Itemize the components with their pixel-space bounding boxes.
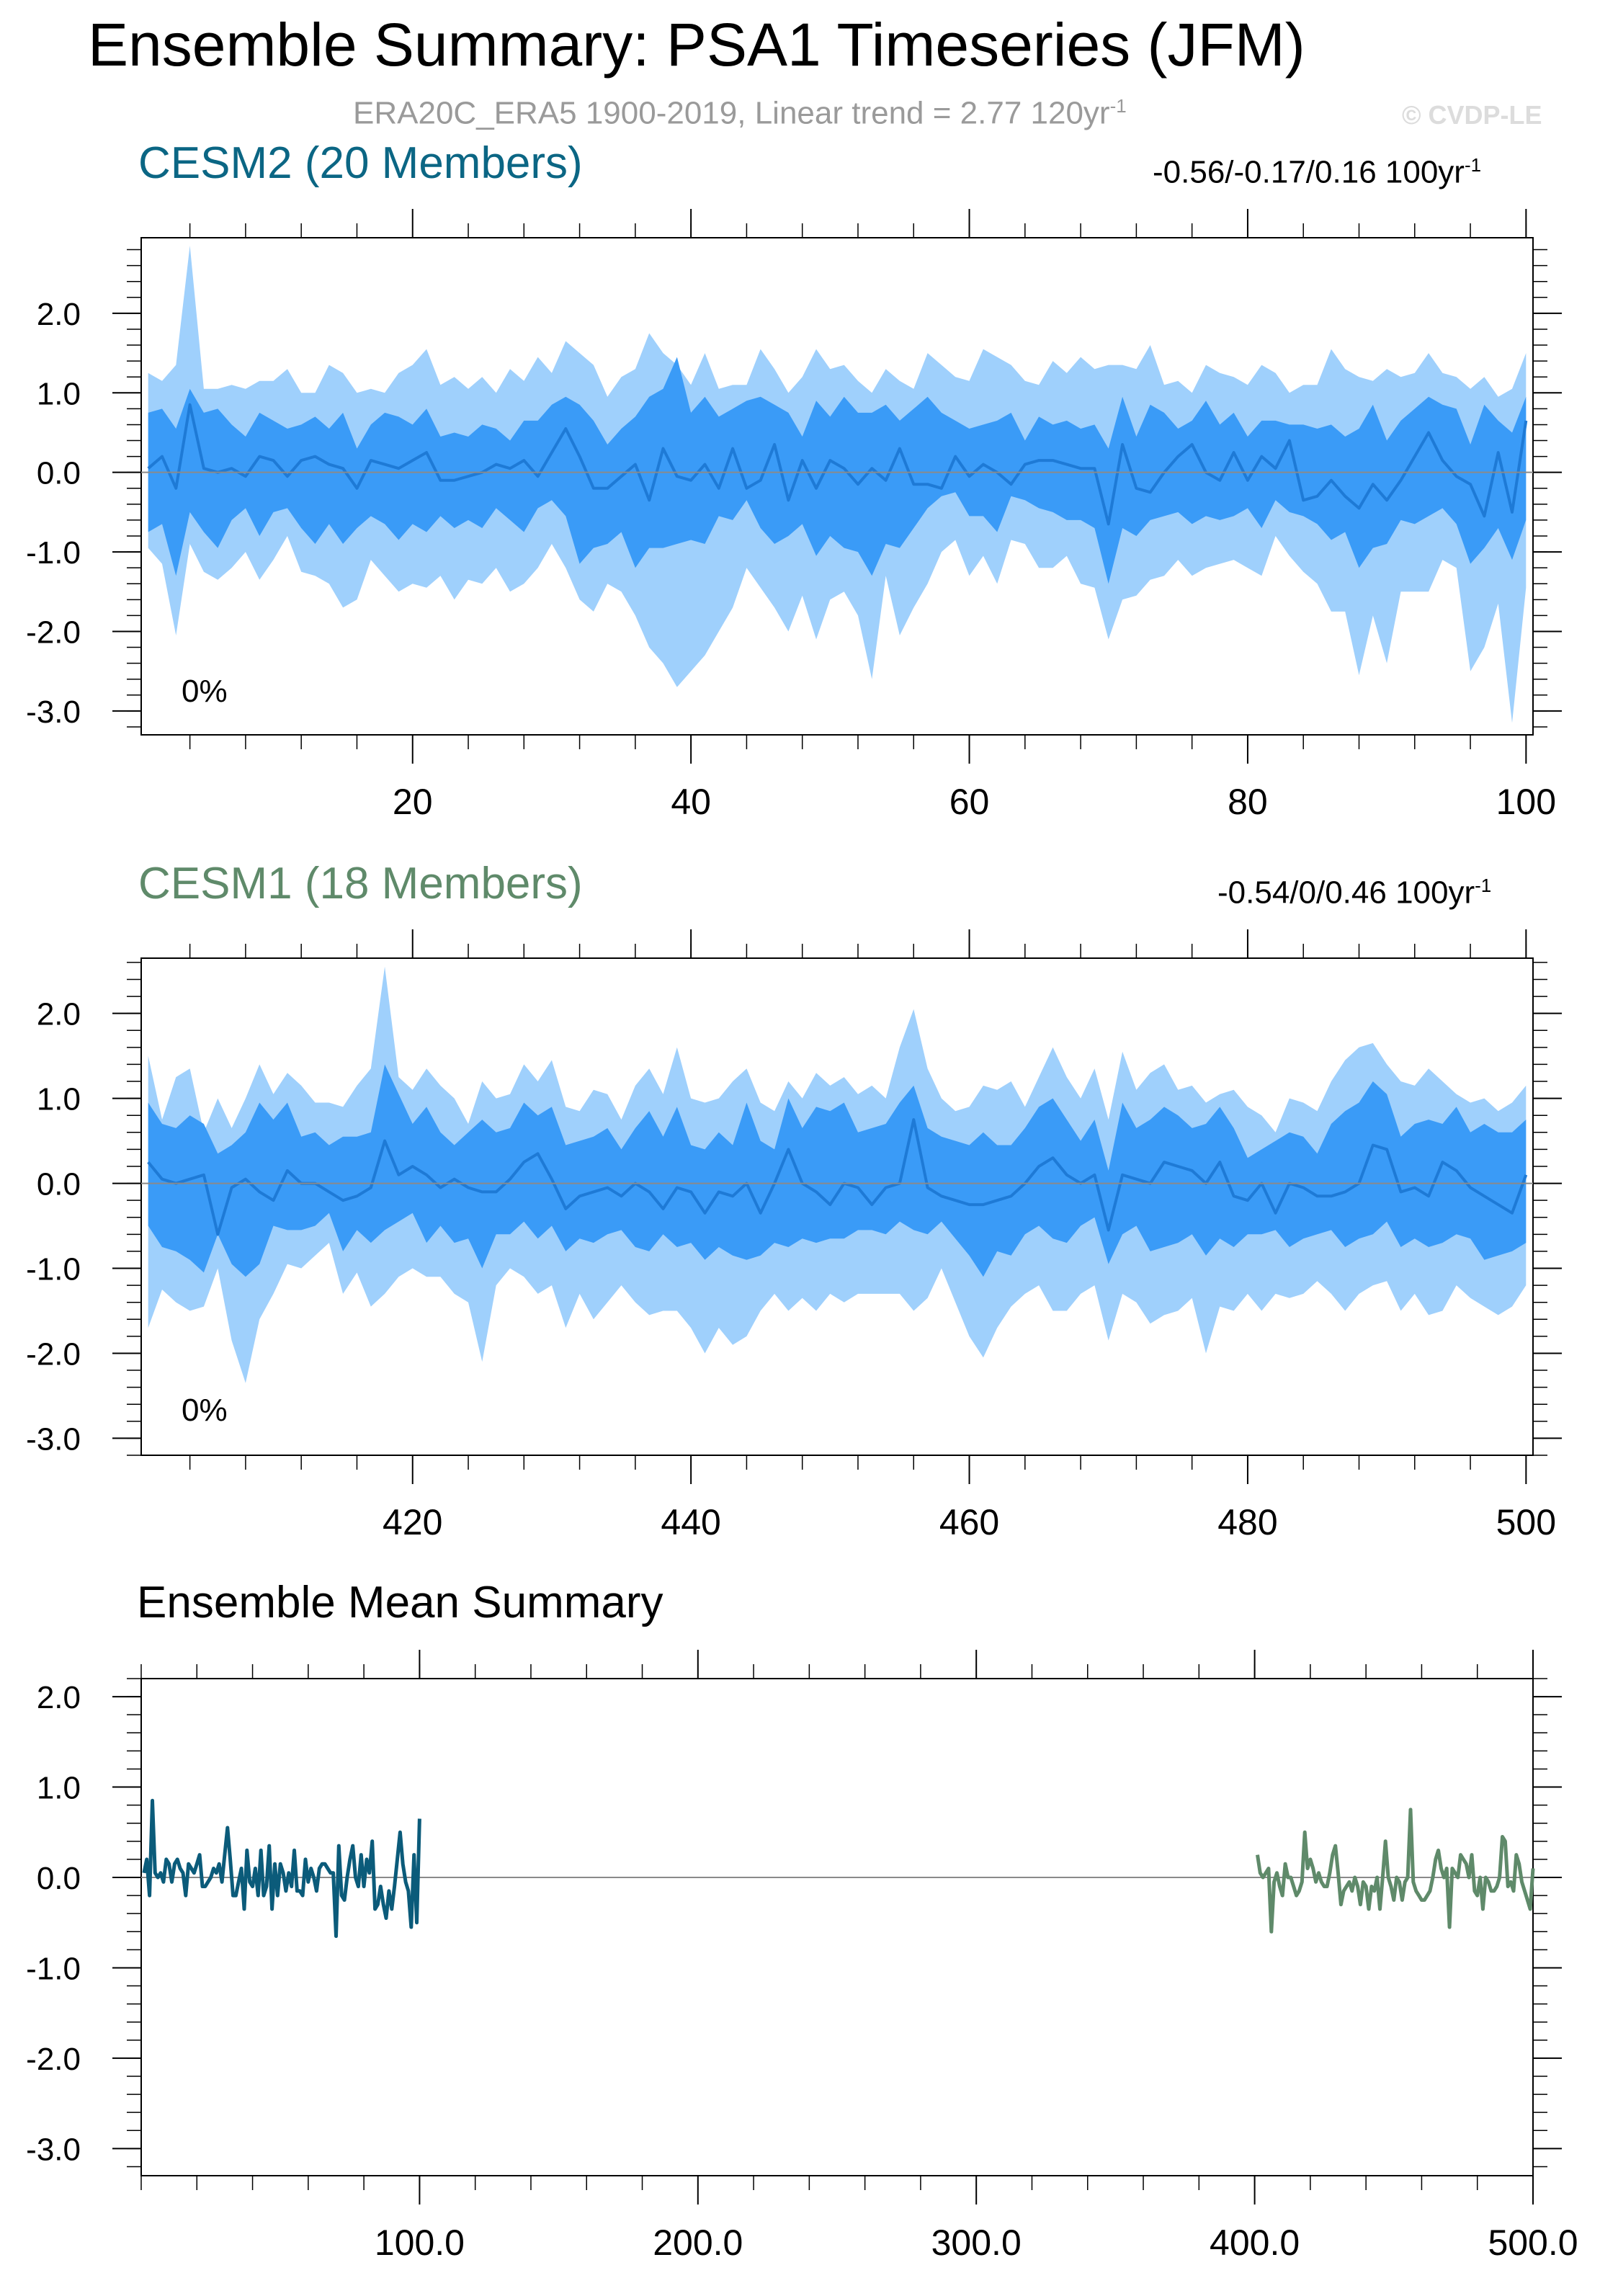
x-tick-label: 400.0 [1210,2223,1300,2263]
panel-1-plot [147,246,1528,723]
panel-1-frame [140,237,1534,736]
x-tick-label: 500.0 [1488,2223,1578,2263]
panel-2-trend: -0.54/0/0.46 100yr-1 [1217,876,1491,909]
x-tick-label: 20 [393,782,433,822]
panel-3-title: Ensemble Mean Summary [137,1578,663,1627]
y-tick-label: 0.0 [37,456,81,491]
spread-10-90-band [148,357,1527,584]
x-tick-label: 460 [939,1502,999,1542]
y-tick-label: -1.0 [26,1951,81,1986]
panel-2-trend-exp: -1 [1475,875,1492,896]
cesm1-mean-series [1256,1808,1535,1934]
y-tick-label: 1.0 [37,376,81,411]
y-tick-label: -2.0 [26,1336,81,1372]
y-tick-label: -1.0 [26,535,81,571]
y-tick-label: 1.0 [37,1082,81,1117]
spread-10-90-band [148,1064,1527,1277]
panel-1-percent: 0% [182,674,228,709]
x-tick-label: 100 [1496,782,1556,822]
panel-2-axes: 2.0 1.0 0.0 -1.0 -2.0 -3.0 420 440 460 480 500 [26,929,1562,1542]
panel-2-plot [147,966,1528,1383]
panel-2-trend-text: -0.54/0/0.46 100yr [1217,875,1475,911]
x-tick-label: 40 [671,782,711,822]
panel-3-axes: 2.0 1.0 0.0 -1.0 -2.0 -3.0 100.0 200.0 300.0 400.… [26,1650,1578,2263]
y-tick-label: -3.0 [26,694,81,730]
x-tick-label: 300.0 [931,2223,1022,2263]
x-tick-label: 80 [1228,782,1268,822]
y-tick-label: 2.0 [37,997,81,1032]
x-tick-label: 60 [949,782,990,822]
y-tick-label: -1.0 [26,1252,81,1287]
y-tick-label: 2.0 [37,297,81,332]
panel-1-trend: -0.56/-0.17/0.16 100yr-1 [1153,156,1481,189]
y-tick-label: -3.0 [26,1421,81,1457]
subtitle-text: ERA20C_ERA5 1900-2019, Linear trend = 2.… [353,95,1110,131]
y-tick-label: 0.0 [37,1167,81,1202]
credit-label: © CVDP-LE [1402,100,1542,130]
y-tick-label: -2.0 [26,615,81,650]
subtitle: ERA20C_ERA5 1900-2019, Linear trend = 2.… [353,97,1127,130]
panel-1-trend-exp: -1 [1464,154,1482,176]
panel-3-plot [142,1798,1535,1938]
panel-2-percent: 0% [182,1393,228,1428]
y-tick-label: -3.0 [26,2132,81,2167]
y-tick-label: 2.0 [37,1680,81,1715]
x-tick-label: 100.0 [375,2223,465,2263]
panel-2-frame [140,957,1534,1456]
panel-3-frame [140,1678,1534,2176]
panel-1-title: CESM2 (20 Members) [138,138,583,188]
ensemble-mean-line [147,403,1528,526]
main-title: Ensemble Summary: PSA1 Timeseries (JFM) [88,11,1305,79]
y-tick-label: 0.0 [37,1861,81,1896]
x-tick-label: 480 [1217,1502,1277,1542]
panel-1-axes: 2.0 1.0 0.0 -1.0 -2.0 -3.0 20 40 60 80 100 [26,209,1562,822]
subtitle-exponent: -1 [1109,95,1127,117]
panel-2-title: CESM1 (18 Members) [138,859,583,908]
x-tick-label: 420 [383,1502,442,1542]
cesm2-mean-series [142,1798,421,1938]
y-tick-label: 1.0 [37,1771,81,1806]
ensemble-mean-line [147,1118,1528,1236]
x-tick-label: 440 [661,1502,720,1542]
panel-1-trend-text: -0.56/-0.17/0.16 100yr [1153,154,1465,190]
x-tick-label: 200.0 [653,2223,743,2263]
x-tick-label: 500 [1496,1502,1556,1542]
y-tick-label: -2.0 [26,2042,81,2077]
